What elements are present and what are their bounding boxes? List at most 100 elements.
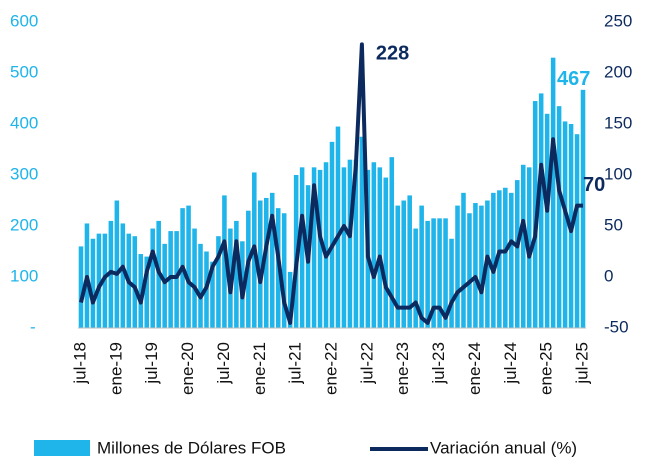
bar bbox=[258, 200, 263, 328]
bar bbox=[443, 218, 448, 328]
bar bbox=[186, 205, 191, 328]
y2-tick-label: 150 bbox=[604, 113, 632, 132]
bar bbox=[192, 228, 197, 328]
x-tick-label: jul-20 bbox=[214, 342, 233, 385]
bar bbox=[580, 89, 586, 328]
bar bbox=[216, 236, 221, 328]
bar bbox=[544, 113, 550, 328]
bar bbox=[538, 93, 544, 329]
bar bbox=[281, 213, 287, 328]
x-tick-label: ene-20 bbox=[178, 342, 197, 395]
bar bbox=[509, 192, 514, 328]
bar bbox=[222, 195, 227, 328]
y2-tick-label: 200 bbox=[604, 62, 632, 81]
bar bbox=[287, 271, 293, 328]
bar bbox=[353, 159, 359, 328]
bar bbox=[520, 164, 526, 328]
y2-tick-label: 50 bbox=[604, 215, 623, 234]
bar bbox=[503, 187, 508, 328]
data-label: 228 bbox=[376, 43, 409, 65]
x-tick-label: jul-22 bbox=[357, 342, 376, 385]
x-tick-label: jul-18 bbox=[70, 342, 89, 385]
bar bbox=[497, 190, 502, 328]
bar bbox=[210, 261, 215, 328]
x-tick-label: jul-19 bbox=[142, 342, 161, 385]
line bbox=[79, 42, 583, 325]
bar bbox=[514, 180, 520, 328]
bar bbox=[323, 162, 329, 328]
bar bbox=[269, 192, 275, 328]
bar bbox=[198, 243, 203, 328]
x-tick-label: ene-23 bbox=[393, 342, 412, 395]
x-tick-label: ene-21 bbox=[250, 342, 269, 395]
bar bbox=[574, 134, 580, 328]
bar bbox=[174, 231, 179, 328]
bar bbox=[234, 220, 239, 328]
bar bbox=[377, 167, 383, 328]
bar bbox=[473, 203, 478, 328]
bar bbox=[449, 238, 454, 328]
bar bbox=[132, 236, 138, 328]
bar bbox=[317, 169, 323, 328]
legend-swatch bbox=[34, 440, 90, 456]
bar bbox=[389, 157, 395, 328]
bar bbox=[556, 106, 562, 329]
bar bbox=[407, 195, 412, 328]
data-label: 70 bbox=[583, 174, 605, 196]
bar bbox=[479, 205, 484, 328]
y2-tick-label: 250 bbox=[604, 11, 632, 30]
x-tick-label: ene-19 bbox=[106, 342, 125, 395]
bar bbox=[371, 162, 377, 328]
y2-tick-label: 0 bbox=[604, 266, 613, 285]
bar bbox=[78, 246, 84, 328]
bar bbox=[150, 228, 155, 328]
bar bbox=[144, 256, 150, 328]
x-tick-label: jul-25 bbox=[572, 342, 591, 385]
y-tick-label: 600 bbox=[10, 11, 38, 30]
x-tick-label: jul-24 bbox=[501, 342, 520, 385]
bar bbox=[341, 167, 347, 328]
bar bbox=[263, 197, 269, 328]
bar bbox=[491, 192, 496, 328]
bar bbox=[467, 213, 472, 328]
bar bbox=[329, 141, 335, 328]
bar bbox=[162, 243, 167, 328]
bar bbox=[413, 228, 418, 328]
bar bbox=[419, 205, 424, 328]
x-tick-label: jul-21 bbox=[286, 342, 305, 385]
bar bbox=[347, 159, 353, 328]
y-tick-label: 400 bbox=[10, 113, 38, 132]
bar bbox=[461, 192, 466, 328]
legend-label: Variación anual (%) bbox=[430, 438, 577, 457]
bar bbox=[455, 205, 460, 328]
y-tick-label: 100 bbox=[10, 266, 38, 285]
y-tick-label: 200 bbox=[10, 215, 38, 234]
bar bbox=[311, 167, 317, 328]
bar bbox=[299, 167, 305, 328]
x-tick-label: ene-24 bbox=[465, 342, 484, 395]
y-tick-label: - bbox=[30, 317, 36, 336]
bar bbox=[335, 126, 341, 328]
x-tick-label: ene-25 bbox=[537, 342, 556, 395]
bar bbox=[401, 200, 406, 328]
bar bbox=[114, 200, 120, 328]
bar bbox=[431, 218, 436, 328]
bar bbox=[120, 223, 126, 328]
bar bbox=[550, 57, 556, 328]
x-tick-label: ene-22 bbox=[321, 342, 340, 395]
y-tick-label: 300 bbox=[10, 164, 38, 183]
legend-label: Millones de Dólares FOB bbox=[97, 438, 286, 457]
y-tick-label: 500 bbox=[10, 62, 38, 81]
bar bbox=[425, 220, 430, 328]
bar bbox=[138, 254, 144, 328]
y2-tick-label: -50 bbox=[604, 317, 629, 336]
y2-tick-label: 100 bbox=[604, 164, 632, 183]
bar bbox=[437, 218, 442, 328]
data-label: 467 bbox=[557, 68, 590, 90]
bar bbox=[90, 238, 96, 328]
bar bbox=[359, 136, 365, 328]
bar bbox=[395, 205, 401, 328]
bar bbox=[383, 177, 389, 328]
x-tick-label: jul-23 bbox=[429, 342, 448, 385]
